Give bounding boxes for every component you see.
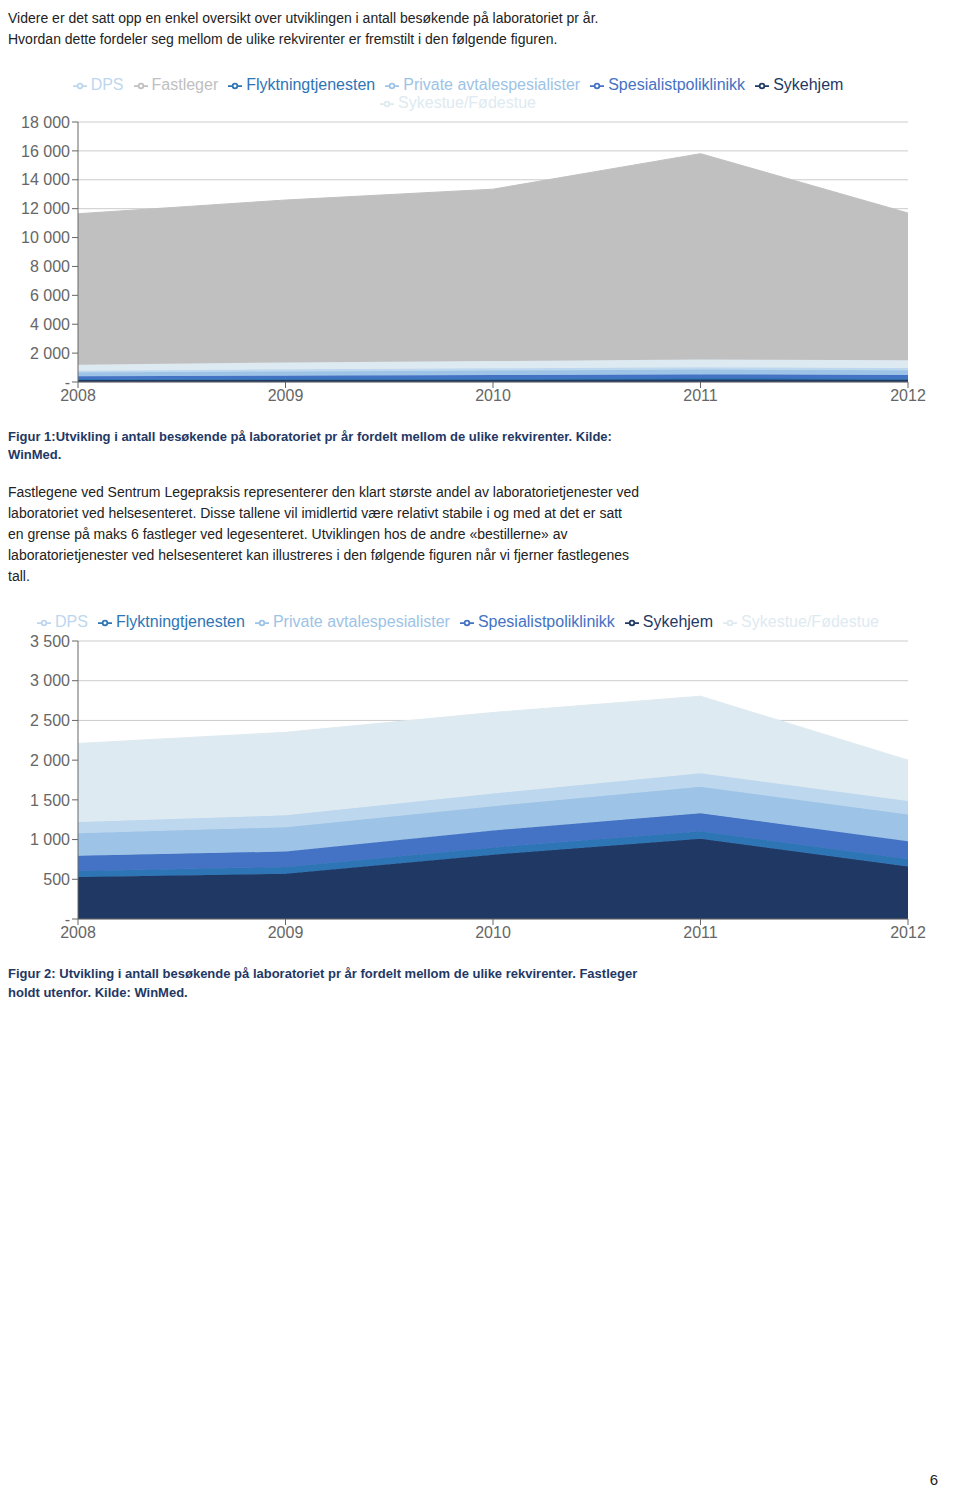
svg-text:2 000: 2 000 bbox=[30, 752, 70, 769]
html-text:DPS: DPS bbox=[55, 613, 88, 631]
html-text:Private avtalespesialister: Private avtalespesialister bbox=[403, 76, 581, 93]
svg-text:2009: 2009 bbox=[268, 925, 304, 942]
svg-text:6 000: 6 000 bbox=[30, 287, 70, 304]
svg-text:2 000: 2 000 bbox=[30, 345, 70, 362]
html-text:Videre er det satt opp en enke: Videre er det satt opp en enkel oversikt… bbox=[8, 10, 599, 47]
svg-text:1 500: 1 500 bbox=[30, 792, 70, 809]
svg-text:500: 500 bbox=[43, 871, 70, 888]
svg-text:2 500: 2 500 bbox=[30, 712, 70, 729]
html-text:Fastlegene ved Sentrum Legepra: Fastlegene ved Sentrum Legepraksis repre… bbox=[8, 484, 640, 585]
svg-text:2010: 2010 bbox=[475, 387, 511, 404]
html-text:Private avtalespesialister: Private avtalespesialister bbox=[272, 613, 450, 631]
svg-text:16 000: 16 000 bbox=[21, 143, 70, 160]
html-text:Spesialistpoliklinikk: Spesialistpoliklinikk bbox=[477, 613, 615, 631]
html-text:Sykehjem: Sykehjem bbox=[642, 613, 714, 631]
svg-text:2008: 2008 bbox=[60, 924, 96, 942]
html-text:Flyktningtjenesten: Flyktningtjenesten bbox=[116, 613, 245, 631]
svg-text:14 000: 14 000 bbox=[21, 171, 70, 188]
html-text:Sykestue/Fødestue: Sykestue/Fødestue bbox=[398, 94, 536, 111]
svg-text:2008: 2008 bbox=[60, 387, 96, 405]
svg-text:2009: 2009 bbox=[268, 387, 304, 404]
svg-text:3 000: 3 000 bbox=[30, 673, 70, 690]
html-text:Sykehjem: Sykehjem bbox=[773, 76, 844, 93]
svg-text:2012: 2012 bbox=[890, 925, 926, 942]
svg-text:-: - bbox=[65, 374, 70, 391]
svg-text:1 000: 1 000 bbox=[30, 832, 70, 849]
html-text:DPS: DPS bbox=[90, 76, 124, 93]
html-text:Figur 2: Utvikling i antall be: Figur 2: Utvikling i antall besøkende på… bbox=[8, 966, 638, 1000]
svg-text:2011: 2011 bbox=[683, 387, 718, 404]
svg-text:3 500: 3 500 bbox=[30, 633, 70, 650]
svg-text:2011: 2011 bbox=[683, 925, 718, 942]
html-text:Spesialistpoliklinikk: Spesialistpoliklinikk bbox=[608, 76, 746, 93]
html-text:Sykestue/Fødestue: Sykestue/Fødestue bbox=[741, 613, 879, 631]
svg-text:8 000: 8 000 bbox=[30, 258, 70, 275]
svg-text:-: - bbox=[65, 911, 70, 928]
html-text:Flyktningtjenesten: Flyktningtjenesten bbox=[246, 76, 376, 93]
svg-text:12 000: 12 000 bbox=[21, 200, 70, 217]
svg-text:4 000: 4 000 bbox=[30, 316, 70, 333]
html-text:Fastleger: Fastleger bbox=[151, 76, 219, 93]
svg-text:2010: 2010 bbox=[475, 925, 511, 942]
svg-text:10 000: 10 000 bbox=[21, 229, 70, 246]
html-text:6: 6 bbox=[929, 1471, 938, 1488]
html-text:Figur 1:Utvikling i antall bes: Figur 1:Utvikling i antall besøkende på … bbox=[8, 429, 612, 463]
svg-text:18 000: 18 000 bbox=[21, 114, 70, 131]
svg-text:2012: 2012 bbox=[890, 387, 926, 404]
